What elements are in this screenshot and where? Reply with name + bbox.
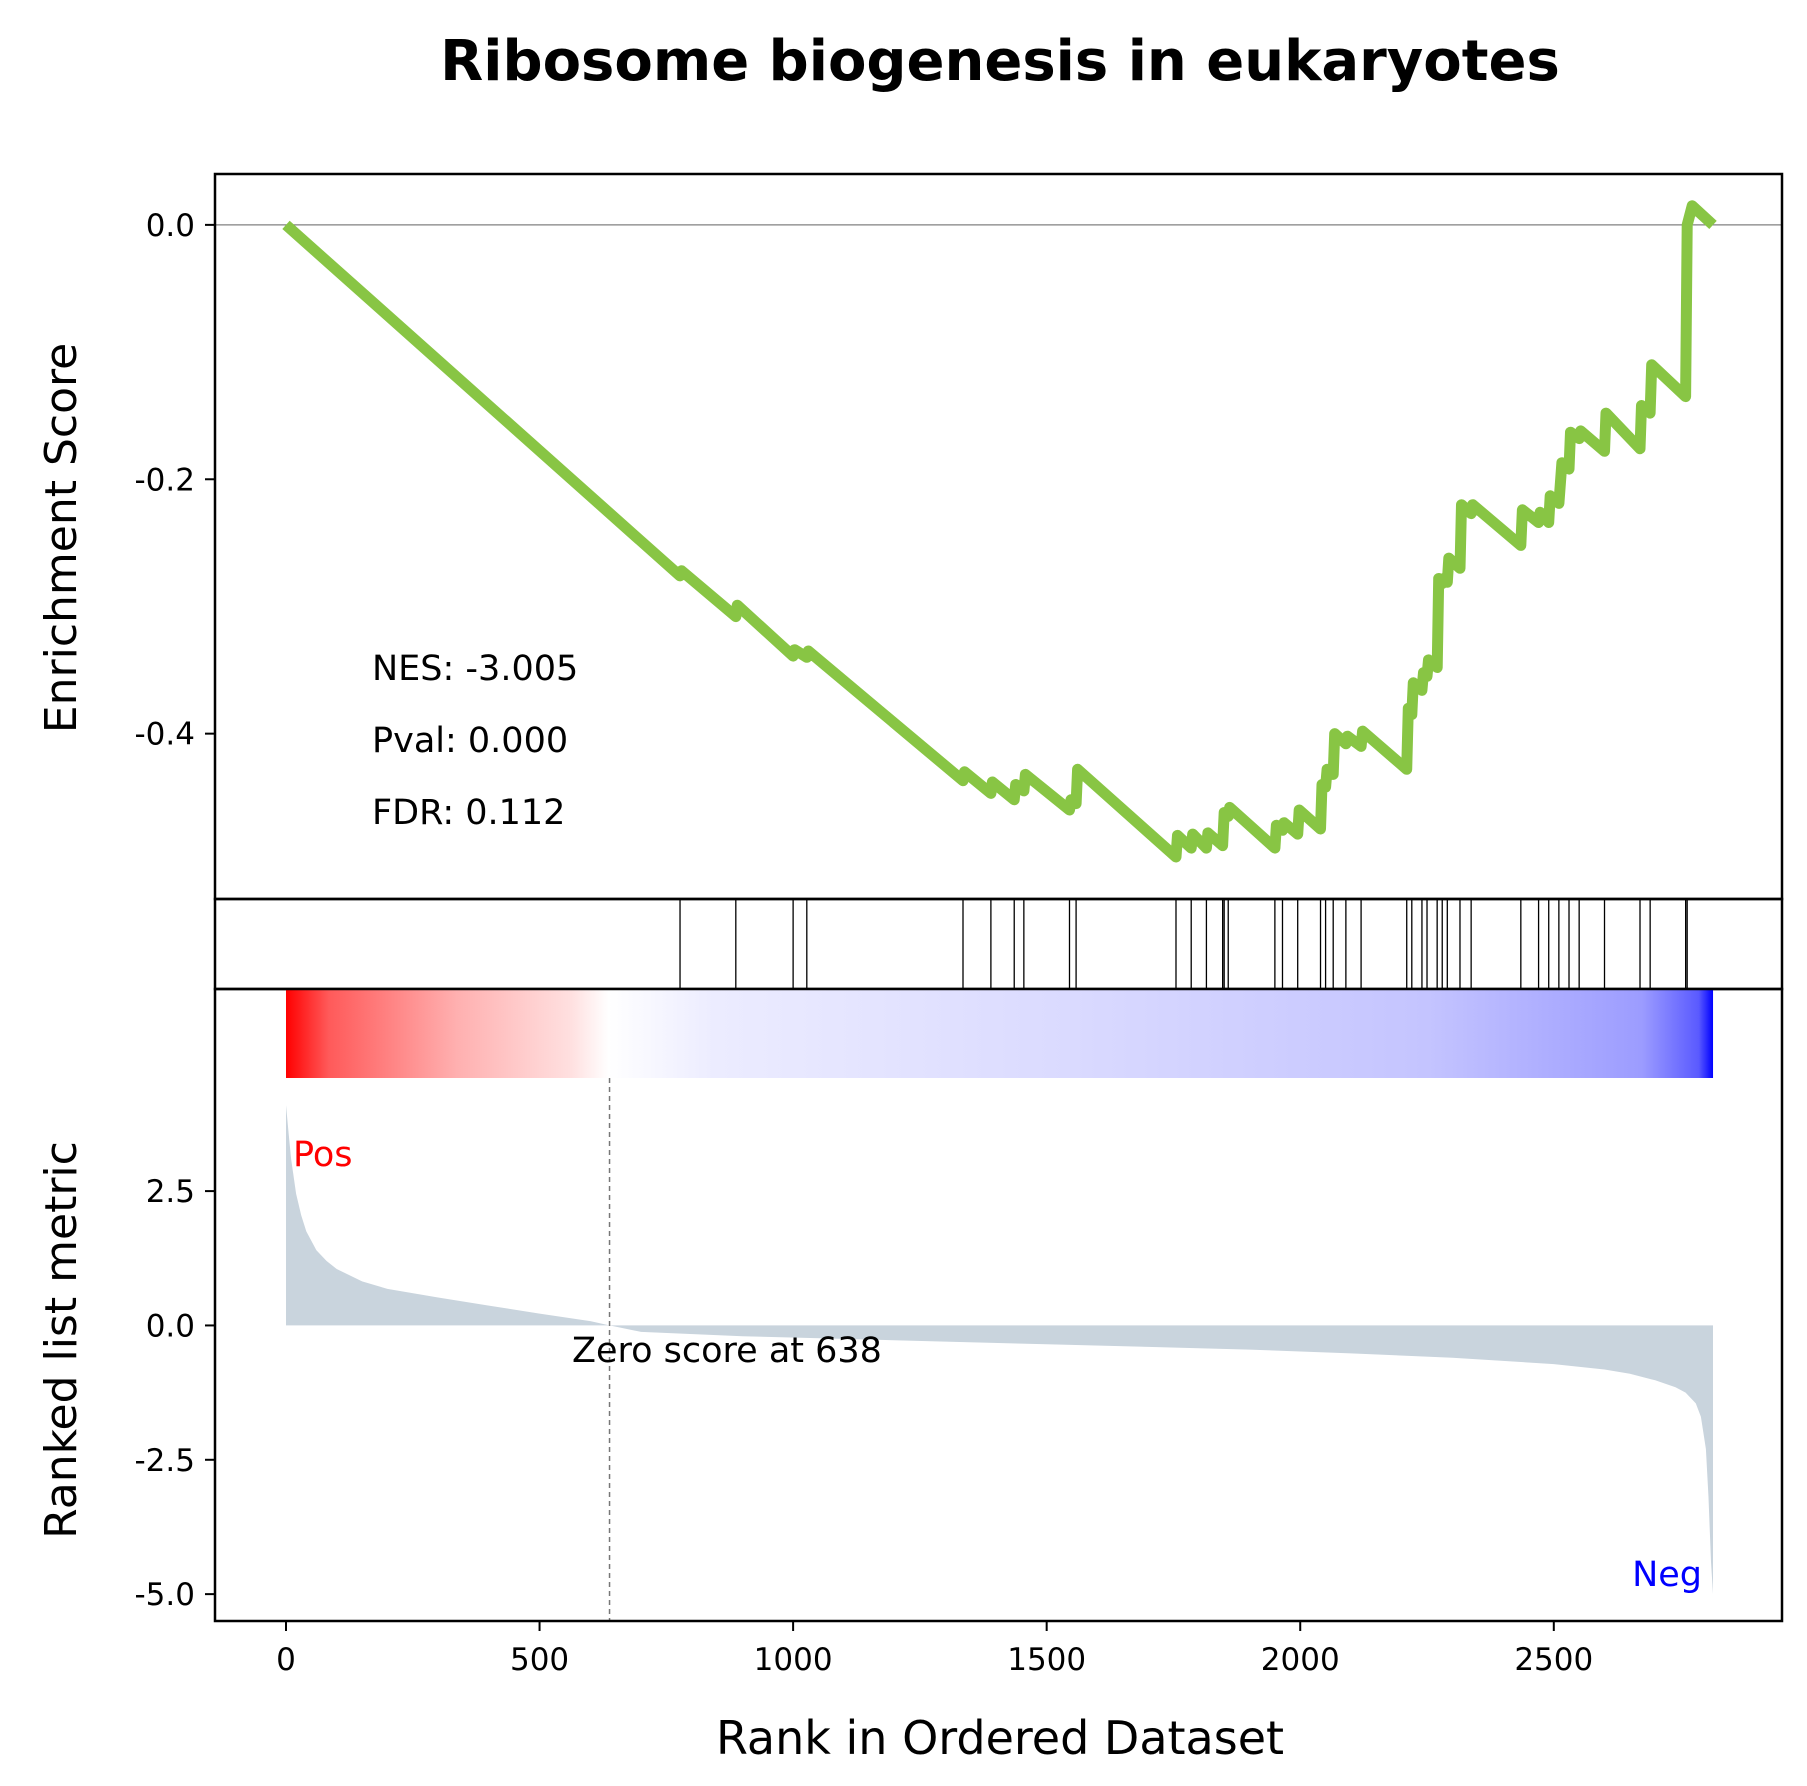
pval-label: Pval: 0.000 [372, 721, 568, 761]
metric-x-ticks: 0 500 1000 1500 2000 2500 [276, 1621, 1593, 1678]
metric-y-tick-label: -2.5 [135, 1443, 196, 1479]
metric-y-tick-label: 0.0 [146, 1308, 195, 1344]
metric-y-tick-label: -5.0 [135, 1577, 196, 1613]
metric-y-axis-label: Ranked list metric [36, 1141, 87, 1539]
metric-area [286, 1105, 1713, 1595]
x-tick-label: 2000 [1261, 1642, 1340, 1678]
es-line [282, 200, 1717, 863]
hits-panel-frame [213, 897, 1784, 991]
zero-score-label: Zero score at 638 [572, 1331, 882, 1371]
x-tick-label: 1500 [1007, 1642, 1086, 1678]
metric-y-ticks: 2.5 0.0 -2.5 -5.0 [135, 1174, 215, 1613]
nes-label: NES: -3.005 [372, 649, 578, 689]
x-tick-label: 500 [510, 1642, 569, 1678]
metric-y-tick-label: 2.5 [146, 1174, 195, 1210]
metric-panel: Zero score at 638 Pos Neg 2.5 0.0 -2.5 -5.0… [36, 987, 1784, 1765]
metric-panel-frame [213, 987, 1784, 1623]
x-axis-label: Rank in Ordered Dataset [716, 1711, 1284, 1765]
es-y-tick-label: -0.2 [135, 462, 196, 498]
x-tick-label: 0 [276, 1642, 296, 1678]
pos-label: Pos [293, 1135, 353, 1175]
chart-title: Ribosome biogenesis in eukaryotes [440, 29, 1560, 94]
enrichment-panel: 0.0 -0.2 -0.4 NES: -3.005 Pval: 0.000 FDR:… [36, 172, 1784, 901]
es-y-ticks: 0.0 -0.2 -0.4 [135, 208, 215, 753]
es-y-tick-label: -0.4 [135, 717, 196, 753]
es-y-axis-label: Enrichment Score [36, 343, 87, 733]
x-tick-label: 1000 [754, 1642, 833, 1678]
hits-panel [213, 897, 1784, 991]
neg-label: Neg [1632, 1555, 1702, 1595]
x-tick-label: 2500 [1514, 1642, 1593, 1678]
fdr-label: FDR: 0.112 [372, 793, 565, 833]
es-y-tick-label: 0.0 [146, 208, 195, 244]
hit-lines [679, 899, 1688, 989]
rank-color-bar [285, 990, 1714, 1078]
